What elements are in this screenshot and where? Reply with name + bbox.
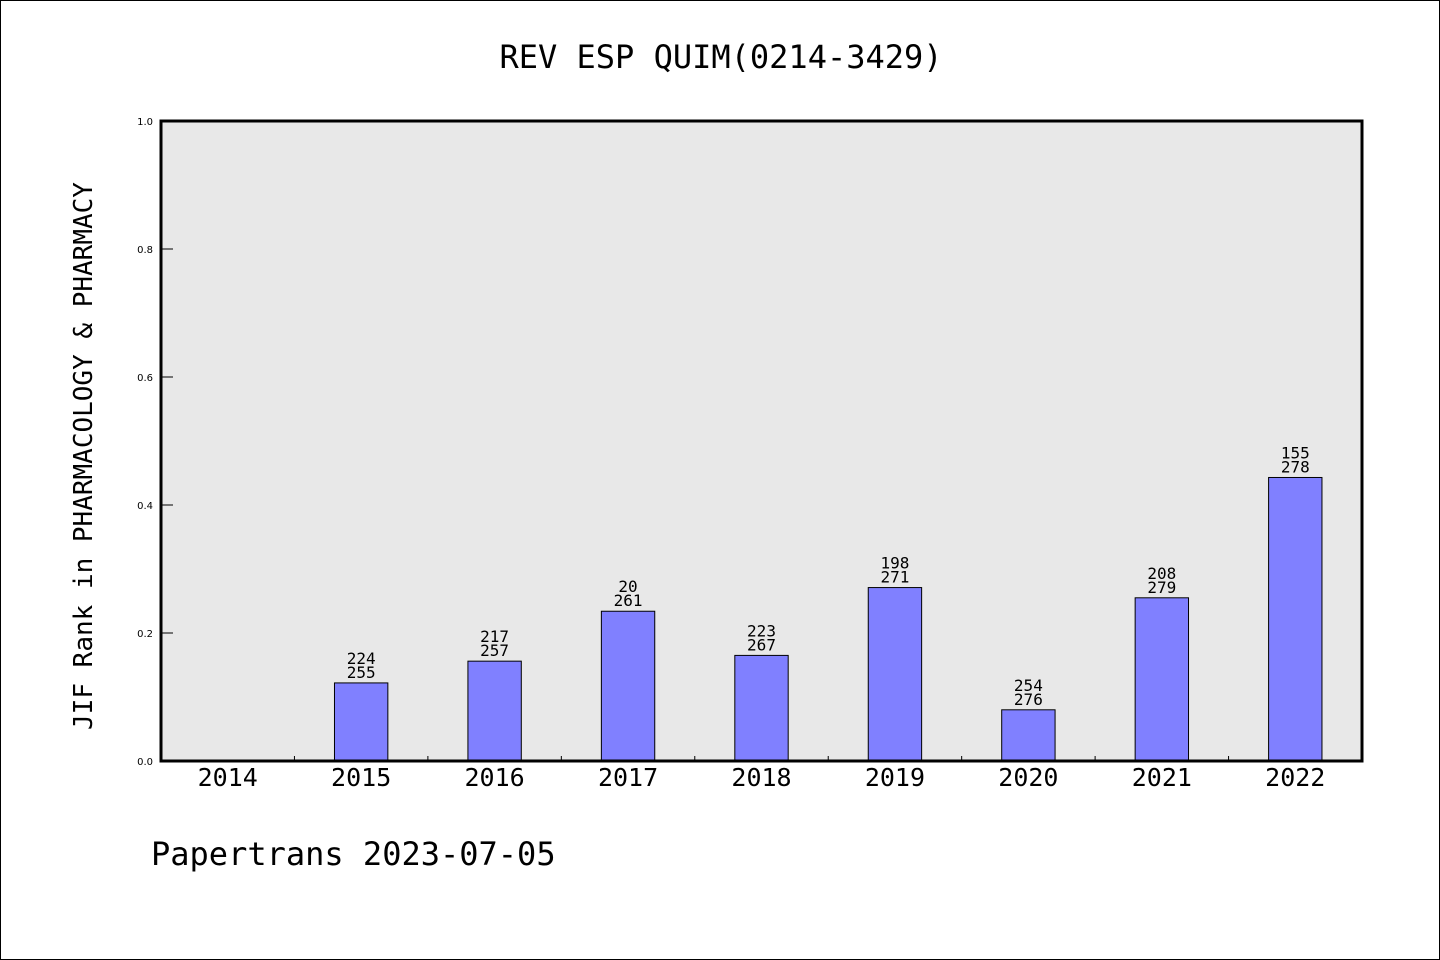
x-tick-label: 2015 — [331, 763, 391, 792]
x-tick-label: 2021 — [1132, 763, 1192, 792]
bar-rank-label: 254 — [1014, 676, 1043, 695]
bar — [1134, 597, 1190, 762]
bar-total-label: 257 — [480, 641, 509, 660]
bar-total-label: 279 — [1147, 578, 1176, 597]
y-tick-label: 1.0 — [137, 117, 153, 128]
x-tick-label: 2014 — [198, 763, 258, 792]
bar-rank-label: 20 — [618, 577, 637, 596]
y-tick-label: 0.8 — [137, 245, 153, 256]
footer-text: Papertrans 2023-07-05 — [151, 835, 556, 873]
bar — [734, 654, 789, 762]
y-tick-label: 0.2 — [137, 629, 153, 640]
y-tick-label: 0.6 — [137, 373, 153, 384]
bar-rank-label: 224 — [347, 649, 376, 668]
bar-total-label: 276 — [1014, 690, 1043, 709]
bar-total-label: 278 — [1281, 457, 1310, 476]
x-tick-label: 2017 — [598, 763, 658, 792]
bar — [467, 660, 522, 762]
bar — [333, 682, 389, 762]
bar-total-label: 271 — [880, 568, 909, 587]
bar — [1001, 709, 1056, 762]
bar — [867, 587, 923, 762]
x-tick-label: 2022 — [1265, 763, 1325, 792]
bar-total-label: 255 — [347, 663, 376, 682]
bar-rank-label: 198 — [880, 554, 909, 573]
bar-rank-label: 217 — [480, 627, 509, 646]
plot-border — [159, 119, 1364, 763]
bar-total-label: 267 — [747, 635, 776, 654]
x-tick-label: 2020 — [998, 763, 1058, 792]
bar-rank-label: 155 — [1281, 443, 1310, 462]
bar-rank-label: 223 — [747, 621, 776, 640]
bar — [600, 610, 656, 762]
bar — [1268, 476, 1323, 762]
x-tick-label: 2016 — [465, 763, 525, 792]
y-tick-label: 0.4 — [137, 501, 153, 512]
x-tick-label: 2019 — [865, 763, 925, 792]
y-tick-label: 0.0 — [137, 757, 153, 768]
x-tick-label: 2018 — [731, 763, 791, 792]
chart-title: REV ESP QUIM(0214-3429) — [499, 38, 942, 76]
bar-total-label: 261 — [614, 591, 643, 610]
y-axis-label: JIF Rank in PHARMACOLOGY & PHARMACY — [69, 182, 99, 730]
bar-rank-label: 208 — [1147, 564, 1176, 583]
